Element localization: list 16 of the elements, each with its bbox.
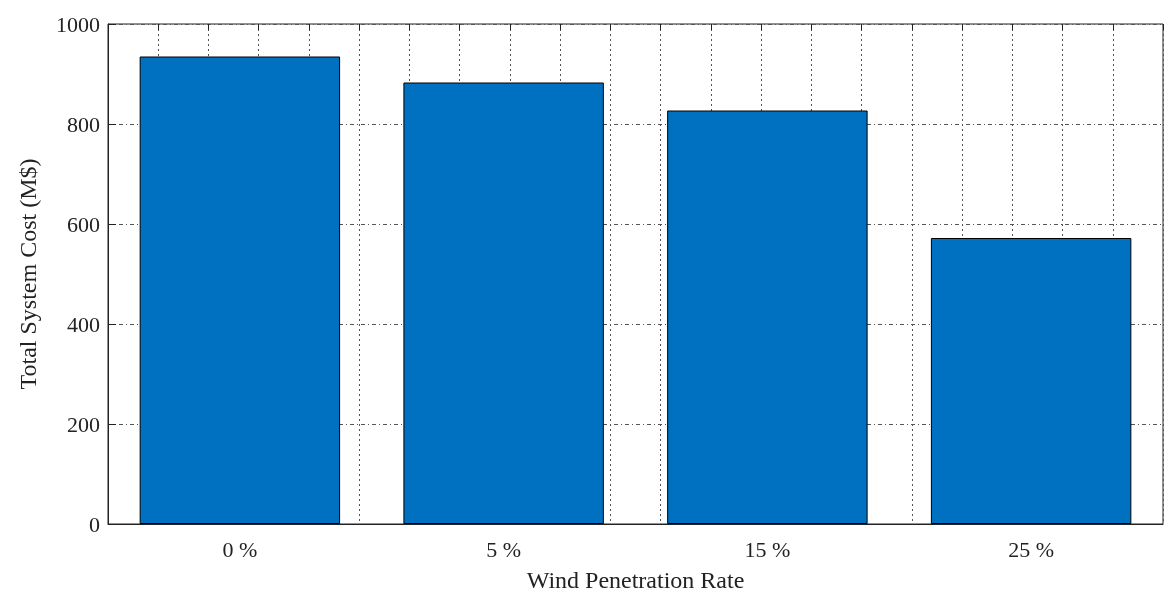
x-axis-title: Wind Penetration Rate: [526, 567, 745, 593]
bar: [667, 110, 868, 524]
y-tick-label: 600: [67, 211, 100, 237]
bar: [403, 82, 604, 524]
x-tick-label: 5 %: [486, 536, 522, 562]
y-axis-title: Total System Cost (M$): [15, 158, 41, 390]
bar: [139, 56, 341, 524]
y-tick-label: 400: [67, 311, 100, 337]
x-tick-label: 25 %: [1008, 536, 1055, 562]
bar: [930, 238, 1132, 524]
y-tick-label: 200: [67, 411, 100, 437]
y-tick-label: 1000: [56, 11, 100, 37]
x-tick-label: 15 %: [744, 536, 791, 562]
x-tick-label: 0 %: [222, 536, 258, 562]
y-tick-label: 0: [89, 511, 100, 537]
y-tick-label: 800: [67, 111, 100, 137]
